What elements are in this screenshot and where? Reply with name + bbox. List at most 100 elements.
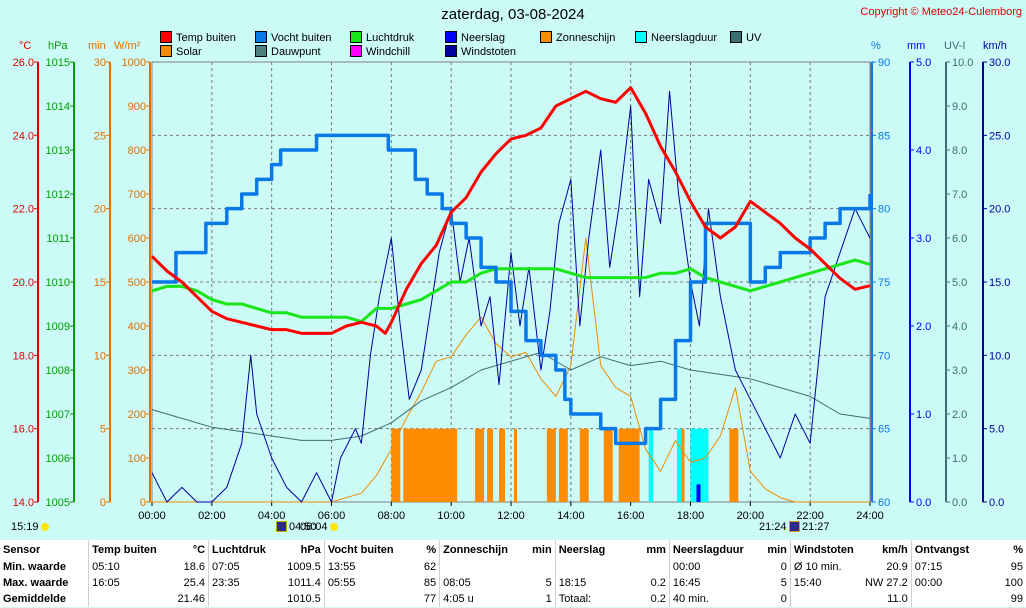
x-tick-label: 12:00 <box>497 510 525 522</box>
legend: Temp buiten Vocht buiten Luchtdruk Neers… <box>160 31 800 61</box>
axis-tick-label-uv: 10.0 <box>952 57 973 69</box>
axis-tick-label-solar: 400 <box>128 321 146 333</box>
sunset-info: 21:24 <box>759 521 787 533</box>
bar-zonneschijn <box>603 428 613 502</box>
axis-tick-label-humidity: 60 <box>878 497 890 509</box>
stats-row-min: Min. waarde 05:10 18.6 07:05 1009.5 13:55 6… <box>3 559 1023 575</box>
unit-rain: mm <box>907 40 926 52</box>
axis-tick-label-wind: 15.0 <box>989 277 1010 289</box>
axis-tick-label-rain: 2.0 <box>916 321 931 333</box>
axis-tick-label-solar: 0 <box>140 497 146 509</box>
moon-icon <box>40 523 49 531</box>
bar-zonneschijn <box>618 428 640 502</box>
bar-zonneschijn <box>403 428 458 502</box>
series-line-vocht-buiten <box>152 133 872 446</box>
bar-zonneschijn <box>579 428 589 502</box>
axis-tick-label-wind: 5.0 <box>989 424 1004 436</box>
axis-tick-label-humidity: 90 <box>878 57 890 69</box>
axis-tick-label-pressure: 1010 <box>46 277 70 289</box>
axis-tick-label-temp: 24.0 <box>13 130 34 142</box>
legend-swatch <box>540 31 552 43</box>
axis-tick-label-uv: 6.0 <box>952 233 967 245</box>
axis-tick-label-humidity: 80 <box>878 204 890 216</box>
axis-tick-label-solar: 100 <box>128 453 146 465</box>
x-tick-label: 16:00 <box>617 510 645 522</box>
legend-item-rain: Neerslag <box>445 31 505 44</box>
axis-tick-label-rain: 0.0 <box>916 497 931 509</box>
x-tick-label: 08:00 <box>378 510 406 522</box>
legend-item-uv: UV <box>730 31 761 44</box>
axis-tick-label-pressure: 1007 <box>46 409 70 421</box>
axis-tick-label-temp: 20.0 <box>13 277 34 289</box>
axis-tick-label-wind: 10.0 <box>989 350 1010 362</box>
axis-tick-label-wind: 0.0 <box>989 497 1004 509</box>
bar-zonneschijn <box>729 428 739 502</box>
legend-swatch <box>350 31 362 43</box>
bar-neerslagduur <box>677 428 682 502</box>
stats-header: Windstoten <box>789 540 862 559</box>
axis-tick-label-minutes: 25 <box>94 130 106 142</box>
legend-swatch <box>255 31 267 43</box>
axis-tick-label-pressure: 1013 <box>46 145 70 157</box>
stats-header: Temp buiten <box>88 540 160 559</box>
unit-pressure: hPa <box>48 40 68 52</box>
x-tick-label: 24:00 <box>856 510 884 522</box>
x-tick-label: 20:00 <box>737 510 765 522</box>
axis-tick-label-temp: 14.0 <box>13 497 34 509</box>
stats-header: Neerslagduur <box>668 540 747 559</box>
axis-tick-label-uv: 9.0 <box>952 101 967 113</box>
bar-zonneschijn <box>499 428 506 502</box>
axis-tick-label-rain: 3.0 <box>916 233 931 245</box>
series-line-solar <box>152 237 870 503</box>
axis-tick-label-uv: 3.0 <box>952 365 967 377</box>
bar-zonneschijn <box>546 428 556 502</box>
stats-header-row: Sensor Temp buiten °C Luchtdruk hPa Vocht … <box>0 540 1026 559</box>
axis-tick-label-minutes: 0 <box>100 497 106 509</box>
axis-tick-label-rain: 1.0 <box>916 409 931 421</box>
stats-row-max: Max. waarde 16:05 25.4 23:35 1011.4 05:55 8… <box>3 575 1023 591</box>
bar-neerslagduur <box>690 428 709 502</box>
legend-item-windchill: Windchill <box>350 45 410 58</box>
axis-tick-label-solar: 1000 <box>122 57 146 69</box>
axis-tick-label-temp: 26.0 <box>13 57 34 69</box>
axis-tick-label-temp: 18.0 <box>13 350 34 362</box>
x-tick-label: 22:00 <box>796 510 824 522</box>
legend-item-temp: Temp buiten <box>160 31 236 44</box>
bar-zonneschijn <box>487 428 494 502</box>
axis-tick-label-uv: 7.0 <box>952 189 967 201</box>
axis-tick-label-pressure: 1012 <box>46 189 70 201</box>
axis-tick-label-uv: 8.0 <box>952 145 967 157</box>
stats-header: Ontvangst <box>910 540 983 559</box>
axis-tick-label-pressure: 1011 <box>46 233 70 245</box>
legend-swatch <box>160 45 172 57</box>
axis-tick-label-uv: 0.0 <box>952 497 967 509</box>
axis-tick-label-pressure: 1008 <box>46 365 70 377</box>
axis-tick-label-uv: 1.0 <box>952 453 967 465</box>
stats-header: Neerslag <box>554 540 626 559</box>
axis-tick-label-rain: 5.0 <box>916 57 931 69</box>
axis-tick-label-humidity: 75 <box>878 277 890 289</box>
bar-zonneschijn <box>678 428 685 502</box>
unit-temp: °C <box>19 40 32 52</box>
bar-zonneschijn <box>475 428 485 502</box>
x-tick-label: 06:00 <box>318 510 346 522</box>
axis-tick-label-wind: 30.0 <box>989 57 1010 69</box>
axis-tick-label-uv: 5.0 <box>952 277 967 289</box>
series-line-windstoten <box>151 90 871 503</box>
weather-chart: 14.016.018.020.022.024.026.0100510061007… <box>13 57 1011 522</box>
axis-tick-label-pressure: 1009 <box>46 321 70 333</box>
legend-item-rain-duration: Neerslagduur <box>635 31 717 44</box>
unit-solar: W/m² <box>114 40 141 52</box>
stats-header: Zonneschijn <box>439 540 512 559</box>
axis-tick-label-temp: 16.0 <box>13 424 34 436</box>
legend-swatch <box>445 31 457 43</box>
legend-item-dewpoint: Dauwpunt <box>255 45 321 58</box>
moonrise-info: 15:19 <box>11 521 49 533</box>
legend-item-sunshine: Zonneschijn <box>540 31 615 44</box>
axis-tick-label-minutes: 30 <box>94 57 106 69</box>
legend-swatch <box>160 31 172 43</box>
moon-phase-icon <box>276 521 287 532</box>
stats-header: Luchtdruk <box>208 540 280 559</box>
axis-tick-label-pressure: 1015 <box>46 57 70 69</box>
unit-wind: km/h <box>983 40 1007 52</box>
